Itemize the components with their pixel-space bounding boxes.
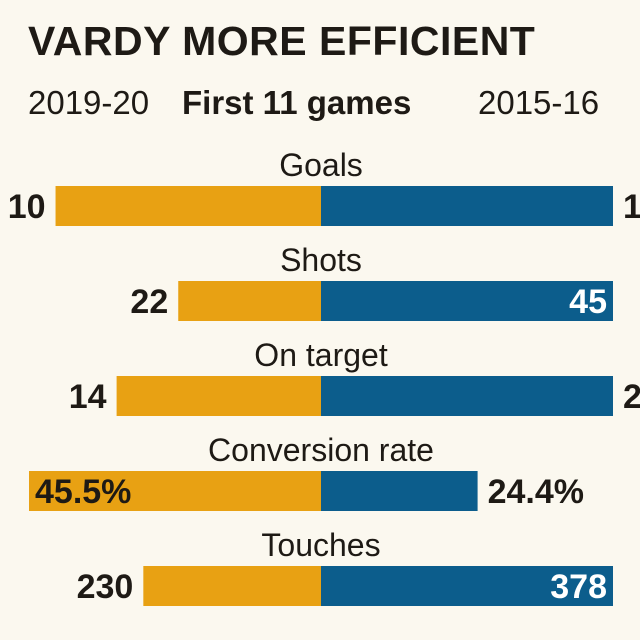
value-label-2015-16-shots: 45 xyxy=(569,283,607,321)
chart-title: VARDY MORE EFFICIENT xyxy=(28,18,536,64)
bar-2019-20-on-target xyxy=(116,376,321,416)
value-label-2015-16-goals: 11 xyxy=(623,188,640,226)
value-label-2015-16-on-target: 20 xyxy=(623,378,640,416)
value-label-2015-16-conversion-rate: 24.4% xyxy=(488,473,584,511)
value-label-2019-20-conversion-rate: 45.5% xyxy=(35,473,131,511)
bar-2015-16-shots xyxy=(321,281,613,321)
bar-2019-20-shots xyxy=(178,281,321,321)
value-label-2019-20-touches: 230 xyxy=(77,568,134,606)
right-season-label: 2015-16 xyxy=(478,84,600,121)
left-season-label: 2019-20 xyxy=(28,84,150,121)
bar-2015-16-goals xyxy=(321,186,613,226)
bar-2019-20-conversion-rate xyxy=(29,471,321,511)
value-label-2019-20-shots: 22 xyxy=(130,283,168,321)
metric-label-conversion-rate: Conversion rate xyxy=(208,432,434,468)
bar-2015-16-touches xyxy=(321,566,613,606)
value-label-2019-20-on-target: 14 xyxy=(69,378,107,416)
bar-2019-20-touches xyxy=(143,566,321,606)
value-label-2015-16-touches: 378 xyxy=(550,568,607,606)
metric-label-goals: Goals xyxy=(279,147,363,183)
metric-label-touches: Touches xyxy=(261,527,380,563)
bar-2019-20-goals xyxy=(55,186,321,226)
metric-label-shots: Shots xyxy=(280,242,362,278)
metric-label-on-target: On target xyxy=(254,337,388,373)
bar-2015-16-on-target xyxy=(321,376,613,416)
value-label-2019-20-goals: 10 xyxy=(8,188,46,226)
bar-2015-16-conversion-rate xyxy=(321,471,478,511)
center-label: First 11 games xyxy=(182,84,412,121)
